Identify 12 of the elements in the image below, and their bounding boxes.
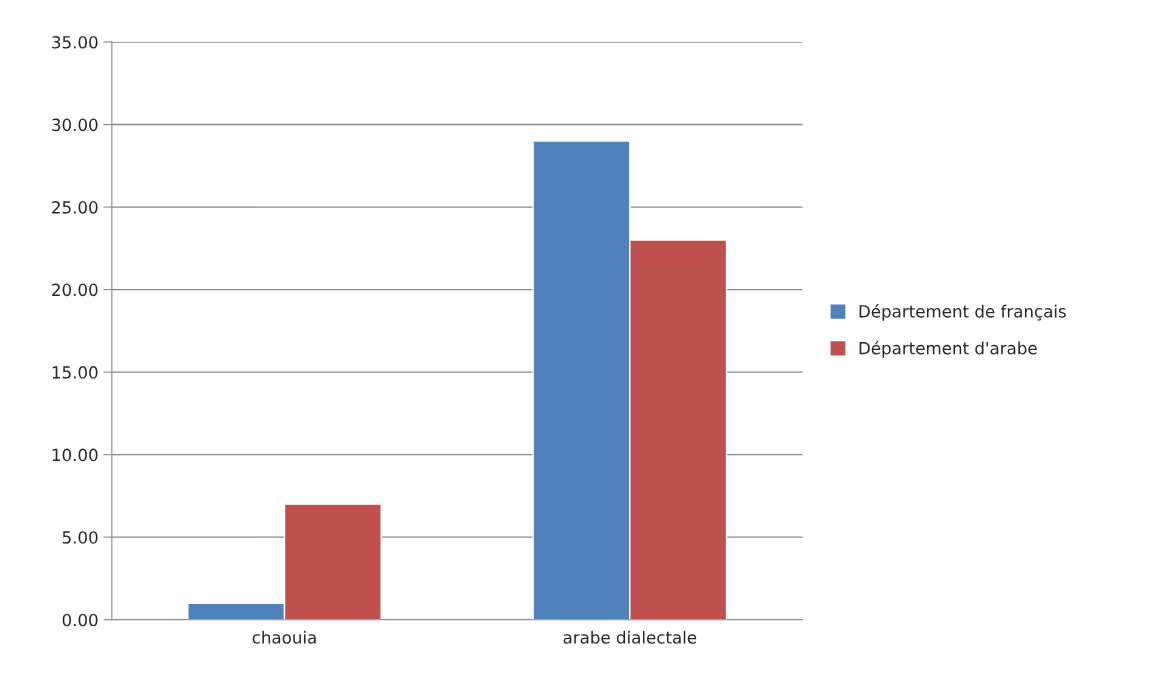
y-tick-label: 35.00: [52, 36, 98, 49]
y-tick-label: 5.00: [62, 531, 98, 544]
y-tick-label: 25.00: [52, 201, 98, 214]
y-tick-label: 20.00: [52, 283, 98, 297]
legend-label: Département d'arabe: [859, 340, 1037, 358]
x-tick-label: chaouia: [252, 630, 316, 644]
x-tick-label: arabe dialectale: [563, 630, 697, 644]
y-tick-label: 0.00: [62, 613, 98, 627]
y-tick-label: 30.00: [52, 118, 98, 132]
y-tick-label: 10.00: [52, 448, 98, 462]
legend-label: Département de français: [859, 304, 1066, 321]
y-tick-label: 15.00: [52, 366, 98, 379]
